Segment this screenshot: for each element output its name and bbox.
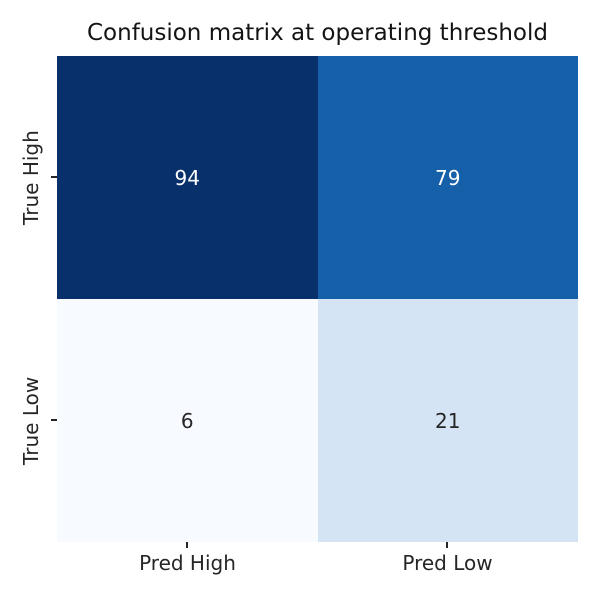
y-axis-tick-mark [51,419,57,421]
cell-value: 94 [174,165,200,190]
x-axis-tick-mark [446,542,448,548]
heatmap-cell-true-low-pred-high: 6 [57,299,318,542]
x-axis-tick-mark [186,542,188,548]
heatmap-cell-true-high-pred-high: 94 [57,56,318,299]
heatmap-cell-true-high-pred-low: 79 [317,56,578,299]
x-tick-label-pred-low: Pred Low [402,551,493,575]
y-tick-label-true-high: True High [19,130,43,225]
heatmap-grid: 94 79 6 21 [57,56,578,542]
y-axis-tick-mark [51,176,57,178]
y-tick-label-true-low: True Low [19,376,43,465]
chart-title: Confusion matrix at operating threshold [86,20,548,46]
cell-value: 6 [180,408,194,433]
x-tick-label-pred-high: Pred High [139,551,236,575]
heatmap-cell-true-low-pred-low: 21 [317,299,578,542]
cell-value: 21 [435,408,461,433]
cell-value: 79 [435,165,461,190]
